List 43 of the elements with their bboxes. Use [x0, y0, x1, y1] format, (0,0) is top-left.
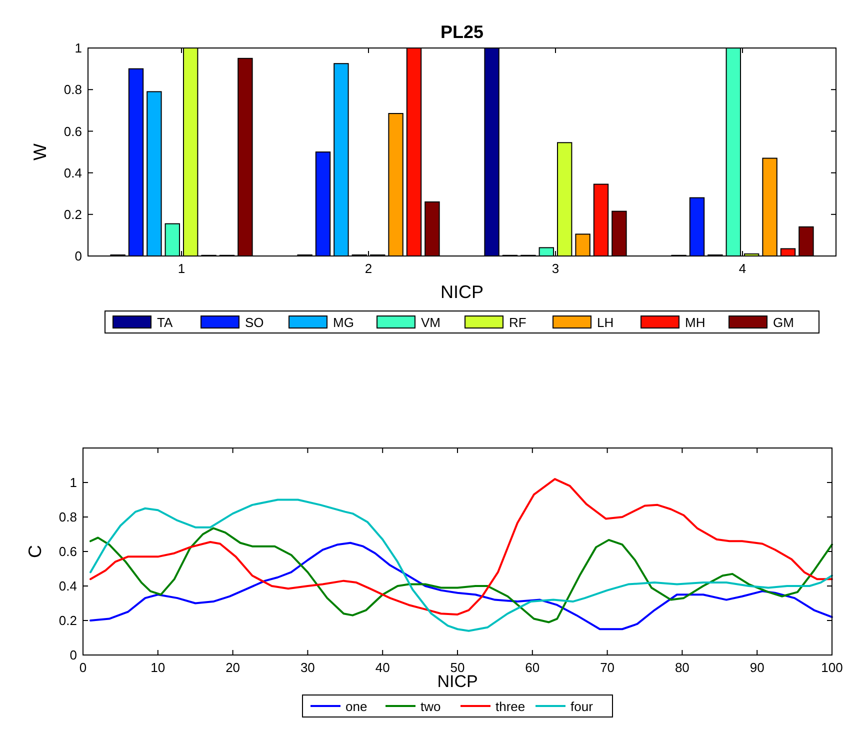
legend-label: three [496, 699, 526, 714]
y-tick-label: 0.2 [58, 613, 77, 628]
y-tick-label: 0 [70, 648, 77, 663]
x-axis-title: NICP [440, 282, 484, 302]
y-tick-label: 1 [70, 475, 77, 490]
x-tick-label: 60 [525, 660, 540, 675]
legend-label: four [570, 699, 594, 714]
legend-label: RF [509, 315, 526, 330]
y-tick-label: 0.8 [58, 510, 77, 525]
x-tick-label: 80 [674, 660, 690, 675]
chart-title: PL25 [440, 22, 484, 42]
x-tick-label: 2 [364, 261, 372, 276]
legend-label: one [346, 699, 368, 714]
y-tick-label: 0 [74, 248, 82, 264]
y-tick-label: 0.6 [58, 544, 77, 560]
legend-label: MG [333, 315, 354, 330]
y-tick-label: 0.6 [64, 124, 82, 139]
y-axis-title: C [25, 545, 45, 558]
legend-label: VM [421, 315, 440, 330]
legend-label: SO [245, 315, 264, 330]
y-tick-label: 0.4 [64, 165, 82, 180]
x-tick-label: 90 [750, 660, 764, 675]
x-axis-title: NICP [437, 672, 478, 691]
legend-label: two [420, 699, 441, 714]
x-tick-label: 1 [178, 261, 186, 276]
x-tick-label: 100 [821, 660, 843, 675]
legend-label: MH [685, 315, 706, 330]
y-tick-label: 0.8 [64, 82, 82, 98]
x-tick-label: 20 [226, 660, 240, 675]
y-tick-label: 1 [74, 40, 82, 56]
x-tick-label: 10 [150, 660, 166, 675]
legend-label: GM [773, 315, 794, 330]
x-tick-label: 50 [450, 660, 465, 675]
legend-label: TA [157, 315, 173, 330]
y-tick-label: 0.2 [64, 206, 82, 222]
x-tick-label: 40 [375, 660, 390, 675]
legend-label: LH [597, 315, 614, 330]
x-tick-label: 4 [738, 261, 746, 276]
x-tick-label: 3 [552, 261, 560, 276]
x-tick-label: 70 [600, 660, 615, 675]
y-tick-label: 0.4 [58, 578, 77, 594]
x-tick-label: 30 [300, 660, 315, 675]
y-axis-title: W [30, 144, 50, 160]
